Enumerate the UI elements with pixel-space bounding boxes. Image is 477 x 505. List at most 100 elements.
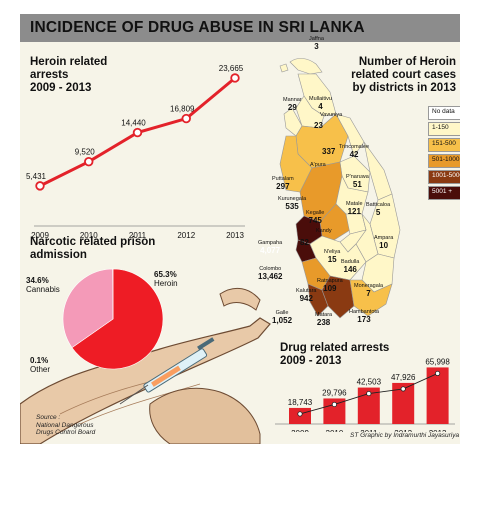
district-name: Kurunegala: [278, 196, 307, 202]
legend-swatch: [428, 154, 460, 168]
heroin-arrests-heading-line3: 2009 - 2013: [30, 82, 92, 94]
heroin-pct: 65.3%: [154, 270, 177, 279]
district-name: Hambantota: [349, 309, 379, 315]
prison-admission-pie-chart: [62, 268, 164, 370]
district-label: Trincomalee 42: [339, 144, 369, 159]
district-value: 7: [366, 289, 371, 298]
source-line1: Source :: [36, 414, 61, 421]
district-label: Hambantota 173: [349, 309, 379, 324]
district-value: 297: [276, 182, 290, 191]
legend-row: 1-150: [428, 122, 460, 136]
map-heading-line3: by districts in 2013: [352, 82, 456, 94]
other-label: 0.1% Other: [30, 356, 50, 374]
district-name: Matale: [346, 201, 363, 207]
syringe-icon: [119, 337, 215, 405]
district-value: 1,052: [272, 316, 293, 325]
x-tick-label: 2013: [429, 429, 447, 432]
bar: [426, 367, 449, 424]
drug-arrests-heading-line1: Drug related arrests: [280, 342, 390, 354]
data-label: 65,998: [425, 357, 450, 366]
district-label: Mullaitivu 4: [309, 96, 332, 111]
bar: [323, 398, 346, 424]
district-label: Kandy: [316, 228, 332, 234]
source-line2: National Dangerous: [36, 421, 94, 429]
district-label: P'naruwa 51: [346, 174, 369, 189]
legend-row: No data: [428, 106, 460, 120]
district-label: Galle 1,052: [272, 310, 292, 325]
trend-point: [297, 411, 303, 417]
district-name: Gampaha: [258, 240, 283, 246]
district-value: 82: [300, 238, 309, 247]
bar: [392, 382, 415, 424]
legend-label: 1001-5000: [432, 172, 460, 179]
x-tick-label: 2013: [226, 231, 244, 240]
legend-swatch: [428, 170, 460, 184]
district-value: 29: [287, 103, 297, 112]
sri-lanka-district-map: [279, 58, 401, 319]
legend-row: 151-500: [428, 138, 460, 152]
district-value: 42: [349, 150, 359, 159]
infographic-panel: INCIDENCE OF DRUG ABUSE IN SRI LANKA Her…: [20, 14, 460, 444]
bar: [357, 387, 380, 424]
legend-label: 151-500: [432, 140, 456, 147]
district-name: Vavuniya: [320, 112, 343, 118]
prison-admission-heading-line2: admission: [30, 249, 87, 261]
data-label: 47,926: [391, 373, 416, 382]
legend-label: No data: [432, 108, 455, 115]
prison-admission-heading: Narcotic related prison admission: [30, 236, 155, 262]
district-name: Ampara: [374, 235, 394, 241]
district-value: 337: [322, 147, 336, 156]
district-value: 5: [375, 208, 381, 217]
legend-swatch: [428, 122, 460, 136]
district-name: Puttalam: [272, 176, 294, 182]
heroin-arrests-heading-line2: arrests: [30, 69, 69, 81]
source-note: Source : National Dangerous Drugs Contro…: [36, 414, 95, 437]
x-tick-label: 2009: [31, 231, 49, 240]
district-value: 146: [343, 265, 357, 274]
district-label: Batticaloa 5: [366, 202, 390, 217]
trend-point: [435, 370, 441, 377]
district-value: 23: [314, 121, 323, 130]
district-label: 23: [314, 121, 323, 130]
drug-arrests-heading: Drug related arrests 2009 - 2013: [280, 342, 389, 368]
district-value: 173: [357, 315, 371, 324]
x-tick-label: 2009: [291, 429, 309, 432]
map-heading-line2: related court cases: [351, 69, 456, 81]
drug-arrests-bar-chart: 18,743 2009 29,796 2010 42,503 2011 47,926 2012…: [275, 357, 455, 432]
x-tick-label: 2012: [177, 231, 195, 240]
data-label: 14,440: [121, 119, 146, 128]
data-label: 42,503: [357, 378, 382, 387]
district-label: Badulla 146: [341, 259, 359, 274]
legend-row: 501-1000: [428, 154, 460, 168]
district-label: 337: [322, 147, 335, 156]
drug-arrests-heading-line2: 2009 - 2013: [280, 355, 342, 367]
heroin-arrests-line-chart: 5,431 2009 9,520 2010 14,440 2011 16,809 2012 23…: [26, 64, 245, 240]
cannabis-label: 34.6% Cannabis: [26, 276, 60, 294]
data-label: 9,520: [75, 148, 96, 157]
trend-point: [366, 390, 372, 397]
district-label: Mannar 29: [283, 97, 302, 112]
x-tick-label: 2011: [360, 429, 378, 432]
district-value: 535: [285, 202, 299, 211]
data-label: 23,665: [219, 64, 244, 73]
district-label: Matale 121: [346, 201, 363, 216]
district-label: A'pura: [310, 162, 326, 168]
x-tick-label: 2012: [394, 429, 412, 432]
prison-admission-heading-line1: Narcotic related prison: [30, 236, 156, 248]
source-line3: Drugs Control Board: [36, 429, 96, 436]
district-name: Kegalle: [306, 210, 325, 216]
data-point: [230, 73, 240, 83]
district-value: 13,462: [258, 272, 283, 281]
district-value: 121: [347, 207, 361, 216]
legend-swatch: [428, 138, 460, 152]
district-label: Colombo 13,462: [258, 266, 282, 281]
district-name: P'naruwa: [346, 174, 369, 180]
district-label: Puttalam 297: [272, 176, 294, 191]
map-heading-text: Number of Heroin related court cases by …: [334, 56, 456, 95]
district-label: Gampaha 4,077: [258, 240, 282, 255]
title-bar: INCIDENCE OF DRUG ABUSE IN SRI LANKA: [20, 14, 460, 42]
district-value: 15: [327, 255, 337, 264]
x-tick-label: 2011: [129, 231, 147, 240]
legend-row: 5001 +: [428, 186, 460, 200]
district-label: 82: [300, 238, 309, 247]
